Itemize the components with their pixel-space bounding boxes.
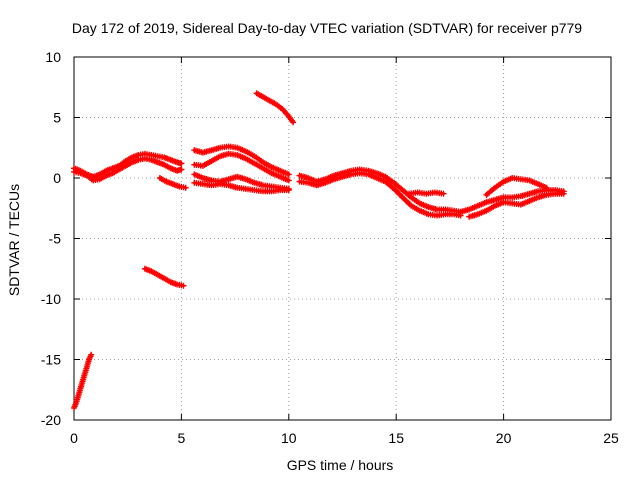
x-axis-label: GPS time / hours: [287, 457, 394, 473]
y-tick-label: 0: [53, 170, 61, 186]
data-point-markers: [466, 190, 567, 220]
axis-ticks: 0 5 10 15 20 25 -20 -15 -10 -5 0 5 10: [41, 49, 619, 446]
series-arc-10: [191, 179, 292, 195]
data-point-markers: [253, 90, 297, 126]
x-tick-label: 0: [70, 430, 78, 446]
series-arc-8: [191, 150, 292, 184]
series-arc-3: [71, 155, 185, 184]
y-axis-label: SDTVAR / TECUs: [6, 184, 22, 296]
y-tick-label: -20: [41, 412, 61, 428]
data-point-markers: [296, 166, 464, 215]
data-point-markers: [156, 175, 189, 191]
y-tick-label: 5: [53, 110, 61, 126]
series-arc-6: [253, 90, 297, 126]
series-arc-15: [466, 190, 567, 220]
chart-title: Day 172 of 2019, Sidereal Day-to-day VTE…: [72, 20, 582, 36]
data-point-markers: [191, 179, 292, 195]
series-arc-13: [406, 189, 447, 197]
series-arc-11: [296, 166, 464, 215]
grid-lines: [74, 57, 611, 420]
data-point-markers: [71, 155, 185, 184]
data-point-markers: [71, 351, 95, 411]
x-tick-label: 25: [603, 430, 619, 446]
data-point-markers: [406, 189, 447, 197]
x-tick-label: 10: [281, 430, 297, 446]
y-tick-label: -15: [41, 352, 61, 368]
x-tick-label: 5: [178, 430, 186, 446]
y-tick-label: -10: [41, 291, 61, 307]
series-arc-7: [191, 143, 292, 178]
series-arc-5: [141, 265, 187, 289]
data-point-markers: [191, 143, 292, 178]
data-point-markers: [483, 175, 550, 198]
data-point-markers: [457, 187, 567, 215]
data-point-markers: [191, 150, 292, 184]
series-arc-16: [483, 175, 550, 198]
data-point-markers: [296, 170, 464, 219]
y-tick-label: 10: [45, 49, 61, 65]
x-tick-label: 20: [496, 430, 512, 446]
data-point-markers: [141, 265, 187, 289]
series-arc-12: [296, 170, 464, 219]
series-arc-4: [156, 175, 189, 191]
x-tick-label: 15: [388, 430, 404, 446]
y-tick-label: -5: [49, 231, 62, 247]
series-arc-1: [71, 351, 95, 411]
data-series: [71, 90, 567, 411]
